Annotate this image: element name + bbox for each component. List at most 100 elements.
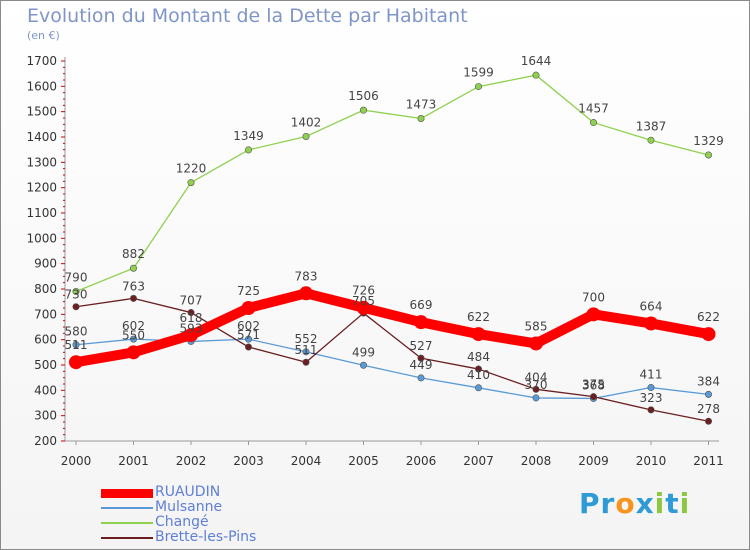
y-tick-label: 1100 <box>26 206 57 220</box>
data-label: 707 <box>180 294 203 308</box>
data-label: 1599 <box>463 66 494 80</box>
data-label: 571 <box>237 328 260 342</box>
y-tick-label: 600 <box>34 333 57 347</box>
legend-label: Changé <box>155 514 209 530</box>
data-label: 1329 <box>693 134 724 148</box>
data-point <box>184 328 198 343</box>
data-label: 411 <box>640 368 663 382</box>
data-point <box>417 374 425 382</box>
data-label: 370 <box>525 378 548 392</box>
data-point <box>72 288 80 296</box>
data-point <box>359 106 367 114</box>
data-point <box>474 83 482 91</box>
data-point <box>586 307 601 322</box>
data-point <box>417 115 425 123</box>
data-label: 1506 <box>348 89 379 103</box>
x-tick-label: 2003 <box>233 454 264 468</box>
data-label: 602 <box>237 319 260 333</box>
logo-letter: t <box>665 487 680 520</box>
data-point <box>647 136 655 144</box>
legend-label: Brette-les-Pins <box>155 529 257 545</box>
data-point <box>69 355 83 370</box>
logo-letter: Pr <box>579 487 616 520</box>
data-point <box>647 406 655 414</box>
data-label: 1473 <box>406 98 437 112</box>
y-tick-label: 1500 <box>26 105 57 119</box>
data-label: 725 <box>237 284 260 298</box>
data-label: 726 <box>352 284 375 298</box>
data-label: 404 <box>525 370 548 384</box>
data-point <box>359 361 367 369</box>
data-label: 1402 <box>291 115 322 129</box>
data-label: 730 <box>65 288 88 302</box>
y-tick-label: 800 <box>34 282 57 296</box>
data-label: 484 <box>467 350 490 364</box>
data-label: 593 <box>180 321 203 335</box>
data-point <box>704 390 712 398</box>
data-label: 763 <box>122 279 145 293</box>
x-tick-label: 2004 <box>291 454 322 468</box>
y-tick-label: 400 <box>34 383 57 397</box>
data-point <box>471 327 486 342</box>
data-point <box>532 394 540 402</box>
data-point <box>532 71 540 79</box>
data-label: 882 <box>122 247 145 261</box>
data-label: 783 <box>295 269 318 283</box>
series-line-chang- <box>75 74 709 293</box>
data-label: 664 <box>640 299 663 313</box>
data-label: 278 <box>697 402 720 416</box>
data-point <box>704 151 712 159</box>
data-label: 368 <box>582 378 605 392</box>
x-tick-label: 2008 <box>521 454 552 468</box>
data-point <box>72 303 80 311</box>
legend-swatch <box>101 507 153 509</box>
data-point <box>72 341 80 349</box>
data-label: 790 <box>65 271 88 285</box>
data-label: 323 <box>640 391 663 405</box>
data-label: 622 <box>697 310 720 324</box>
data-point <box>529 336 543 351</box>
data-label: 622 <box>467 310 490 324</box>
data-label: 1457 <box>578 102 609 116</box>
y-tick-label: 1000 <box>26 231 57 245</box>
logo-letter: i <box>654 487 666 520</box>
data-point <box>126 345 141 360</box>
y-tick-label: 1300 <box>26 155 57 169</box>
proxiti-logo: Proxiti <box>579 487 690 520</box>
data-label: 410 <box>467 368 490 382</box>
x-tick-label: 2001 <box>118 454 149 468</box>
legend-swatch <box>101 488 153 498</box>
data-label: 552 <box>295 332 318 346</box>
data-point <box>647 384 655 392</box>
data-label: 499 <box>352 345 375 359</box>
data-point <box>589 393 597 401</box>
data-label: 550 <box>122 328 145 342</box>
chart-subtitle: (en €) <box>27 29 60 42</box>
series-line-brette-les-pins <box>75 297 709 422</box>
x-tick-label: 2002 <box>176 454 207 468</box>
data-point <box>302 132 310 140</box>
data-label: 511 <box>295 343 318 357</box>
y-tick-label: 1200 <box>26 181 57 195</box>
data-point <box>532 385 540 393</box>
data-point <box>302 348 310 356</box>
data-point <box>474 365 482 373</box>
x-tick-label: 2011 <box>693 454 724 468</box>
chart-title: Evolution du Montant de la Dette par Hab… <box>27 5 468 27</box>
x-tick-label: 2005 <box>348 454 379 468</box>
data-label: 1349 <box>233 129 264 143</box>
data-label: 585 <box>525 319 548 333</box>
data-label: 602 <box>122 319 145 333</box>
data-label: 705 <box>352 294 375 308</box>
data-point <box>130 264 138 272</box>
data-point <box>245 343 253 351</box>
data-point <box>644 316 658 331</box>
y-tick-label: 1700 <box>26 54 57 68</box>
data-point <box>299 286 313 301</box>
data-point <box>589 119 597 127</box>
data-point <box>302 358 310 366</box>
data-point <box>245 146 253 154</box>
data-point <box>187 179 195 187</box>
data-point <box>701 327 716 342</box>
